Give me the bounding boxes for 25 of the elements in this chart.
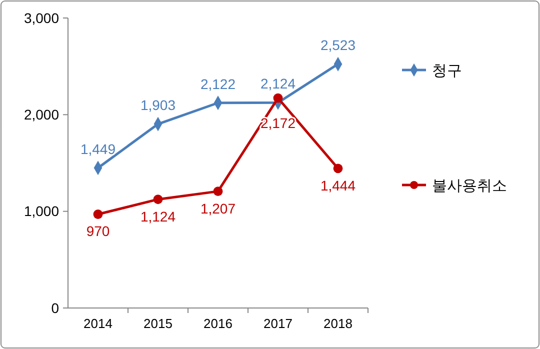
legend-label: 청구: [432, 62, 462, 80]
point: [153, 194, 163, 204]
data-label: 1,444: [320, 177, 356, 194]
x-tick-label: 2016: [204, 316, 232, 331]
y-tick-label: 2,000: [24, 106, 60, 123]
data-label: 970: [86, 223, 110, 240]
data-label: 1,903: [140, 97, 176, 114]
data-label: 1,207: [200, 200, 236, 216]
point: [93, 210, 103, 219]
y-tick-label: 0: [51, 300, 60, 316]
y-tick-label: 1,000: [24, 203, 60, 220]
legend-label: 불사용취소: [432, 177, 507, 194]
point: [273, 93, 283, 103]
data-label: 1,449: [80, 140, 116, 157]
point: [213, 186, 223, 196]
x-tick-label: 2015: [144, 316, 172, 331]
data-label: 2,523: [320, 37, 356, 54]
data-label: 2,122: [200, 76, 236, 92]
x-tick-label: 2017: [264, 316, 292, 331]
data-label: 1,124: [140, 208, 176, 224]
data-label: 2,124: [260, 76, 296, 92]
x-tick-label: 2014: [84, 316, 112, 331]
y-tick-label: 3,000: [24, 10, 60, 26]
point: [333, 164, 343, 174]
x-tick-label: 2018: [324, 316, 352, 331]
